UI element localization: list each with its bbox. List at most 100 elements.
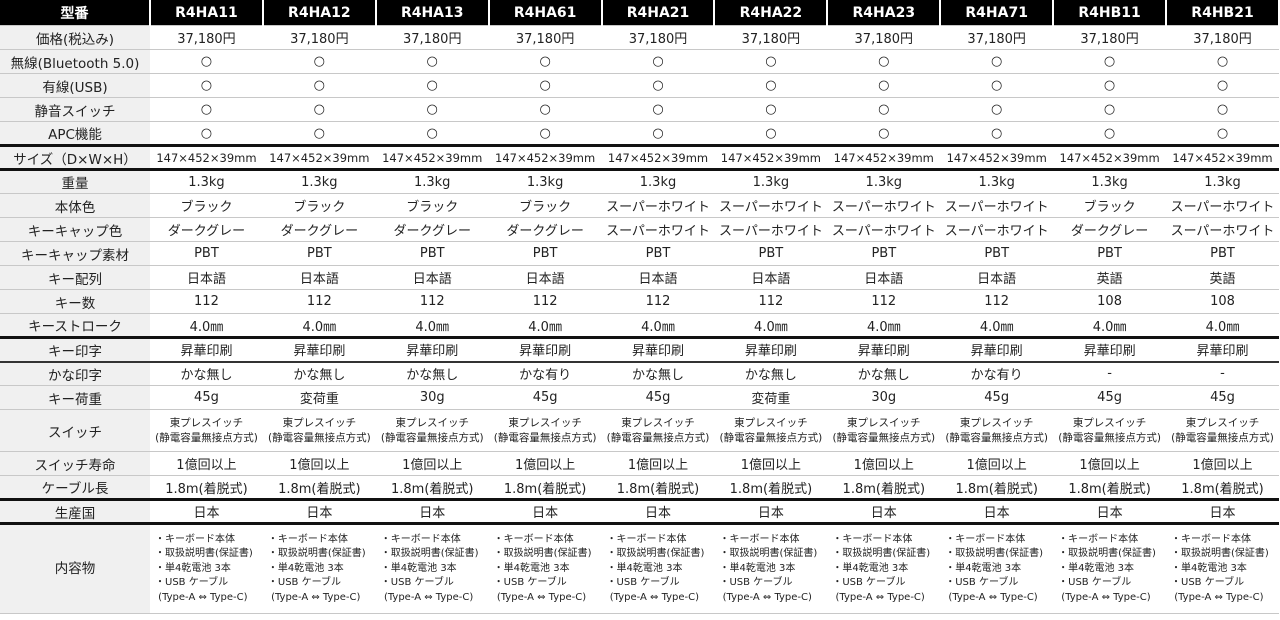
spec-cell: 東プレスイッチ (静電容量無接点方式) xyxy=(488,409,602,452)
spec-cell: 4.0㎜ xyxy=(940,313,1054,339)
spec-cell: PBT xyxy=(1053,241,1167,266)
spec-cell: 1億回以上 xyxy=(375,451,489,476)
spec-cell: 112 xyxy=(940,289,1054,314)
spec-cell: ○ xyxy=(714,49,828,74)
spec-cell: かな無し xyxy=(262,361,376,386)
table-row: 重量 1.3kg 1.3kg 1.3kg 1.3kg 1.3kg 1.3kg 1.3kg 1.3… xyxy=(0,169,1279,194)
spec-cell: ○ xyxy=(827,97,941,122)
spec-cell: ○ xyxy=(940,121,1054,147)
spec-cell: PBT xyxy=(375,241,489,266)
spec-cell: ○ xyxy=(1166,73,1279,98)
model-header: R4HA21 xyxy=(601,0,716,26)
spec-cell: スーパーホワイト xyxy=(714,193,828,218)
spec-cell: ○ xyxy=(1053,73,1167,98)
spec-cell: ○ xyxy=(601,49,715,74)
spec-cell: ○ xyxy=(1166,121,1279,147)
spec-cell: 日本 xyxy=(262,499,376,525)
spec-cell: スーパーホワイト xyxy=(714,217,828,242)
spec-cell: かな無し xyxy=(714,361,828,386)
spec-cell: ○ xyxy=(940,97,1054,122)
spec-cell: ブラック xyxy=(262,193,376,218)
spec-cell: 112 xyxy=(375,289,489,314)
spec-cell: 108 xyxy=(1166,289,1279,314)
spec-cell: ○ xyxy=(375,97,489,122)
spec-cell: ○ xyxy=(488,97,602,122)
table-row: かな印字 かな無し かな無し かな無し かな有り かな無し かな無し かな無し かな有り - - xyxy=(0,361,1279,386)
spec-cell: ○ xyxy=(150,49,263,74)
spec-cell: ○ xyxy=(714,121,828,147)
spec-cell: 108 xyxy=(1053,289,1167,314)
spec-cell: 4.0㎜ xyxy=(827,313,941,339)
spec-cell: 147×452×39mm xyxy=(601,145,715,171)
row-label: キーキャップ素材 xyxy=(0,241,150,266)
row-label: サイズ（D×W×H） xyxy=(0,145,150,171)
spec-cell: ・キーボード本体 ・取扱説明書(保証書) ・単4乾電池 3本 ・USB ケーブル… xyxy=(262,523,376,614)
model-header: R4HA22 xyxy=(714,0,829,26)
header-label: 型番 xyxy=(0,0,151,26)
spec-cell: 1.8m(着脱式) xyxy=(601,475,715,501)
spec-cell: スーパーホワイト xyxy=(601,217,715,242)
table-row: 静音スイッチ ○ ○ ○ ○ ○ ○ ○ ○ ○ ○ xyxy=(0,97,1279,122)
spec-cell: スーパーホワイト xyxy=(1166,193,1279,218)
spec-cell: ・キーボード本体 ・取扱説明書(保証書) ・単4乾電池 3本 ・USB ケーブル… xyxy=(150,523,263,614)
spec-cell: ブラック xyxy=(488,193,602,218)
spec-cell: 昇華印刷 xyxy=(601,337,715,363)
spec-cell: スーパーホワイト xyxy=(940,217,1054,242)
spec-cell: 東プレスイッチ (静電容量無接点方式) xyxy=(262,409,376,452)
table-row: APC機能 ○ ○ ○ ○ ○ ○ ○ ○ ○ ○ xyxy=(0,121,1279,147)
spec-cell: ○ xyxy=(827,49,941,74)
spec-cell: 1億回以上 xyxy=(940,451,1054,476)
spec-cell: 1.8m(着脱式) xyxy=(714,475,828,501)
spec-cell: 日本語 xyxy=(262,265,376,290)
spec-cell: 1.8m(着脱式) xyxy=(940,475,1054,501)
spec-cell: 日本 xyxy=(601,499,715,525)
spec-cell: かな無し xyxy=(601,361,715,386)
table-row: 内容物 ・キーボード本体 ・取扱説明書(保証書) ・単4乾電池 3本 ・USB ケ… xyxy=(0,523,1279,614)
model-header: R4HA13 xyxy=(375,0,490,26)
spec-cell: 37,180円 xyxy=(150,25,263,50)
spec-cell: 45g xyxy=(488,385,602,410)
spec-cell: 37,180円 xyxy=(940,25,1054,50)
spec-cell: 日本 xyxy=(714,499,828,525)
spec-cell: 147×452×39mm xyxy=(827,145,941,171)
spec-cell: ○ xyxy=(1053,97,1167,122)
spec-cell: スーパーホワイト xyxy=(827,217,941,242)
spec-cell: 147×452×39mm xyxy=(375,145,489,171)
spec-cell: 37,180円 xyxy=(1053,25,1167,50)
spec-cell: 東プレスイッチ (静電容量無接点方式) xyxy=(714,409,828,452)
table-row: 本体色 ブラック ブラック ブラック ブラック スーパーホワイト スーパーホワイト スーパーホ… xyxy=(0,193,1279,218)
spec-cell: 東プレスイッチ (静電容量無接点方式) xyxy=(1053,409,1167,452)
model-header: R4HA71 xyxy=(940,0,1055,26)
row-label: 生産国 xyxy=(0,499,150,525)
spec-cell: 日本 xyxy=(940,499,1054,525)
spec-cell: PBT xyxy=(601,241,715,266)
spec-cell: 45g xyxy=(150,385,263,410)
spec-cell: 日本語 xyxy=(375,265,489,290)
spec-cell: 変荷重 xyxy=(262,385,376,410)
spec-cell: 日本 xyxy=(1053,499,1167,525)
spec-cell: ○ xyxy=(1053,121,1167,147)
spec-cell: ダークグレー xyxy=(262,217,376,242)
spec-cell: かな無し xyxy=(150,361,263,386)
table-row: キーストローク 4.0㎜ 4.0㎜ 4.0㎜ 4.0㎜ 4.0㎜ 4.0㎜ 4.0㎜ 4.0㎜ 4… xyxy=(0,313,1279,339)
spec-cell: 英語 xyxy=(1053,265,1167,290)
spec-cell: 昇華印刷 xyxy=(150,337,263,363)
table-row: 生産国 日本 日本 日本 日本 日本 日本 日本 日本 日本 日本 xyxy=(0,499,1279,525)
row-label: キー数 xyxy=(0,289,150,314)
row-label: ケーブル長 xyxy=(0,475,150,501)
spec-cell: 112 xyxy=(714,289,828,314)
spec-cell: 1.8m(着脱式) xyxy=(150,475,263,501)
spec-cell: 日本語 xyxy=(150,265,263,290)
spec-cell: ・キーボード本体 ・取扱説明書(保証書) ・単4乾電池 3本 ・USB ケーブル… xyxy=(601,523,715,614)
spec-cell: ○ xyxy=(488,121,602,147)
spec-cell: 昇華印刷 xyxy=(1053,337,1167,363)
spec-cell: 1億回以上 xyxy=(714,451,828,476)
row-label: スイッチ寿命 xyxy=(0,451,150,476)
spec-cell: ○ xyxy=(1053,49,1167,74)
spec-cell: PBT xyxy=(940,241,1054,266)
spec-cell: ○ xyxy=(375,73,489,98)
spec-cell: ○ xyxy=(150,121,263,147)
spec-cell: 1.3kg xyxy=(488,169,602,194)
spec-cell: 昇華印刷 xyxy=(262,337,376,363)
